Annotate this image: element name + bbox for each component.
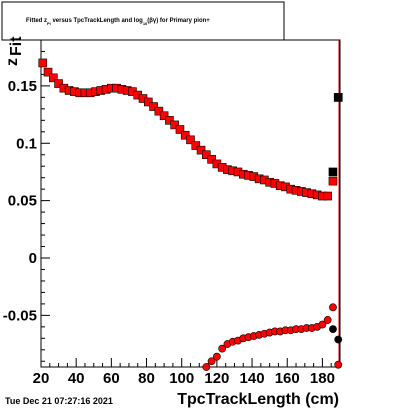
x-tick-label: 120 [204, 370, 229, 387]
data-point-square [49, 73, 58, 83]
x-tick-labels: 20 40 60 80 100 120 140 160 180 [33, 370, 335, 387]
y-tick-labels: -0.05 0 0.05 0.1 0.15 [3, 78, 37, 324]
x-tick-label: 160 [275, 370, 300, 387]
data-point-square [202, 150, 211, 160]
series-0 [38, 58, 343, 201]
x-tick-label: 180 [310, 370, 335, 387]
data-point-square [333, 93, 343, 102]
data-point-square [43, 67, 53, 77]
data-point-square [54, 79, 63, 88]
data-point-square [149, 102, 158, 111]
data-point-square [175, 125, 185, 134]
data-point-square [180, 130, 190, 140]
x-axis-title: TpcTrackLength (cm) [177, 391, 339, 408]
y-axis-title-subscript: Fit [8, 36, 25, 56]
y-tick-label: 0.15 [8, 78, 37, 95]
data-point-square [191, 141, 201, 150]
timestamp: Tue Dec 21 07:27:16 2021 [5, 396, 113, 406]
series-2 [202, 303, 343, 371]
data-point-circle [334, 335, 343, 344]
data-point-circle [334, 360, 343, 369]
x-tick-label: 100 [169, 370, 194, 387]
data-points [38, 58, 343, 371]
y-tick-label: 0.05 [8, 193, 37, 210]
data-point-square [323, 191, 332, 201]
chart-title: Fitted zPi versus TpcTrackLength and log… [26, 18, 210, 26]
title-box: Fitted zPi versus TpcTrackLength and log… [1, 1, 285, 41]
y-axis-title-main: z [4, 58, 21, 66]
data-point-circle [329, 325, 337, 334]
y-tick-label: 0.1 [16, 135, 37, 152]
data-point-square [328, 167, 338, 177]
y-axis-title: z Fit [4, 36, 25, 66]
series-3 [329, 325, 343, 344]
x-tick-label: 20 [33, 370, 50, 387]
x-tick-label: 60 [103, 370, 120, 387]
y-tick-label: -0.05 [3, 307, 37, 324]
data-point-square [38, 58, 48, 68]
title-box-frame [1, 1, 285, 41]
y-tick-label: 0 [29, 250, 37, 267]
data-point-circle [323, 316, 332, 324]
data-point-square [159, 111, 169, 121]
series-1 [328, 93, 343, 177]
x-tick-label: 40 [68, 370, 85, 387]
data-point-circle [202, 363, 211, 371]
axis-ticks [40, 39, 341, 367]
x-tick-label: 80 [138, 370, 155, 387]
data-point-square [207, 155, 216, 164]
data-point-square [196, 145, 206, 155]
data-point-square [143, 97, 153, 107]
data-point-circle [318, 320, 327, 329]
data-point-circle [218, 344, 227, 353]
data-point-square [170, 120, 179, 130]
data-point-square [165, 116, 174, 125]
data-point-square [154, 106, 164, 116]
data-point-circle [212, 352, 221, 361]
data-point-circle [329, 303, 337, 312]
data-point-square [328, 176, 338, 186]
data-point-square [186, 135, 195, 145]
x-tick-label: 140 [240, 370, 265, 387]
data-point-circle [207, 357, 216, 366]
